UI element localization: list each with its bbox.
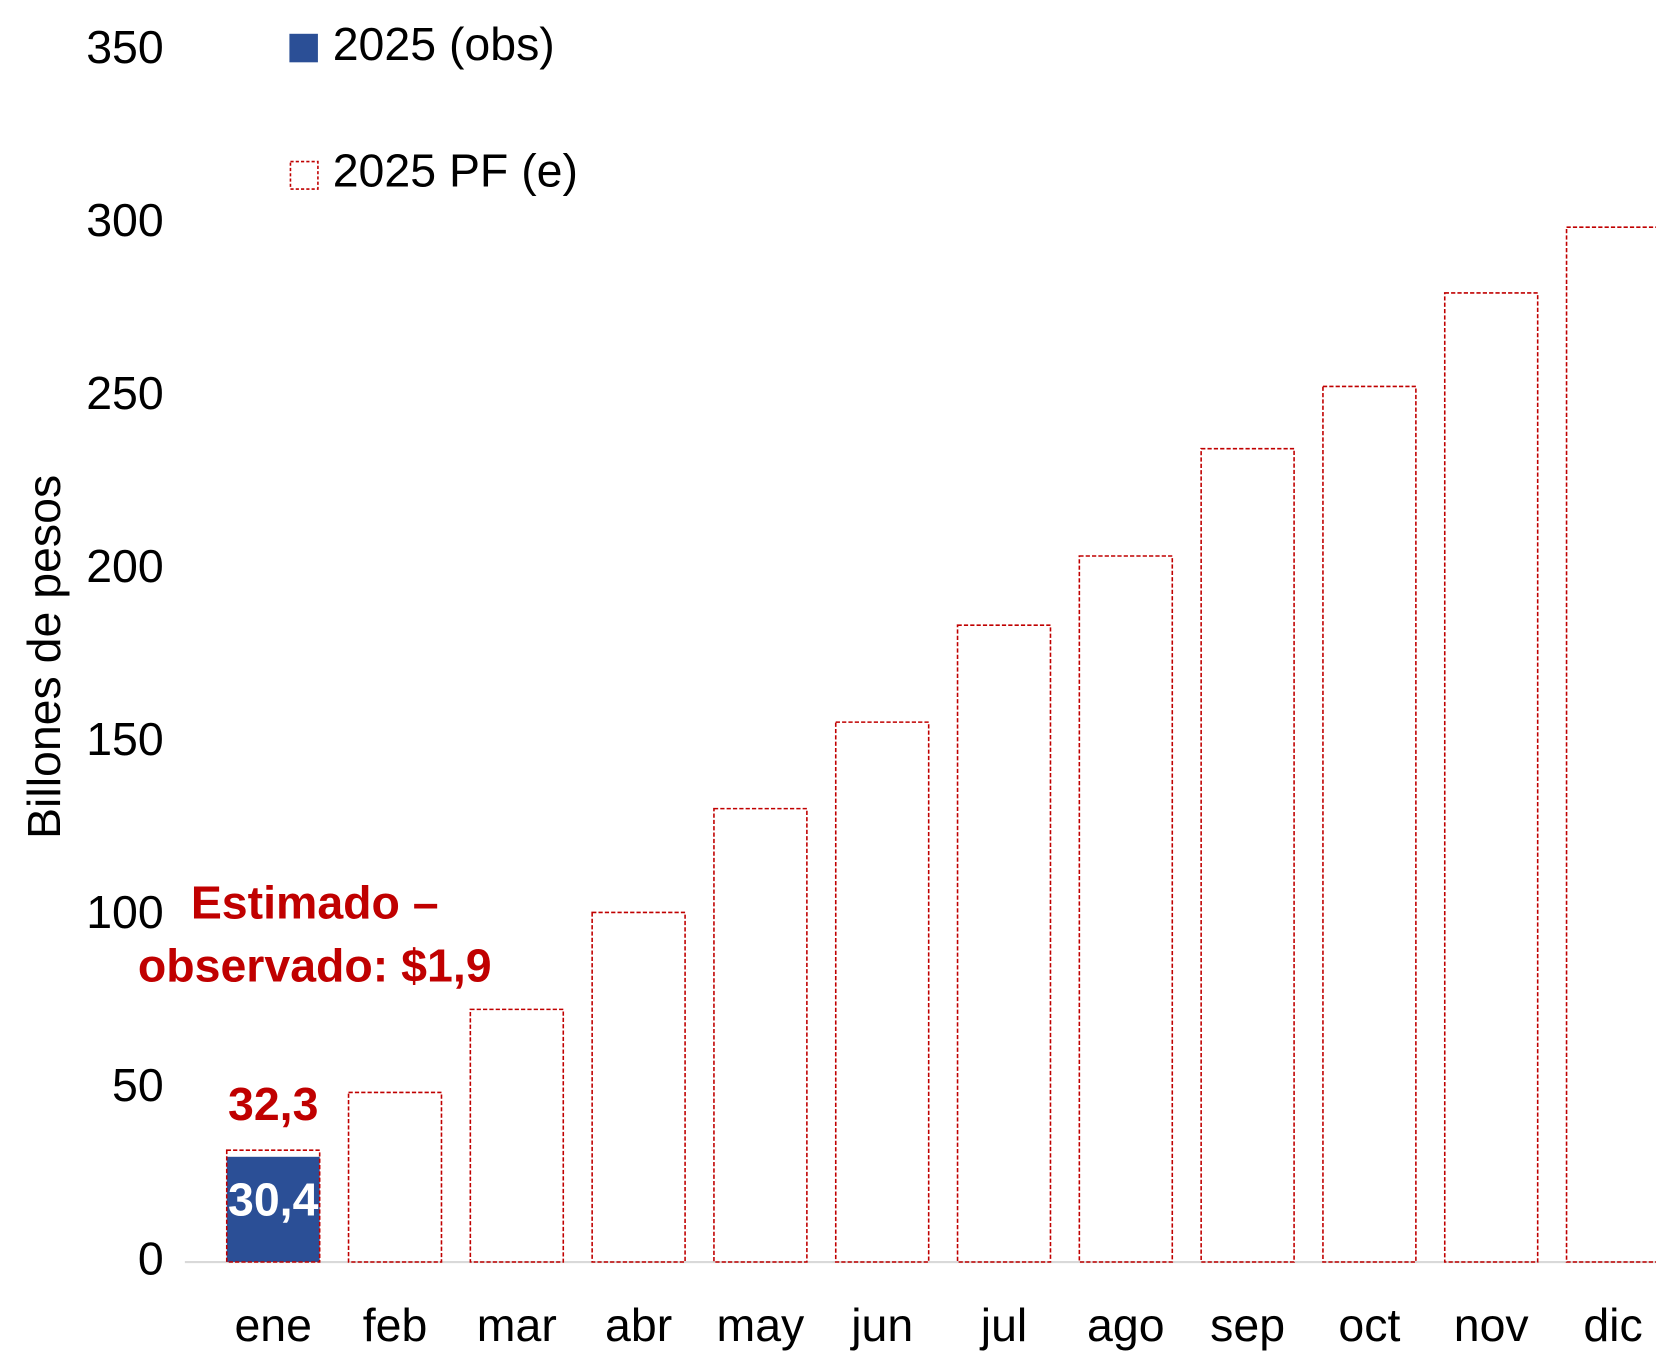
x-tick-label: may xyxy=(717,1299,806,1351)
y-tick-label: 200 xyxy=(86,540,164,592)
legend-swatch xyxy=(289,33,318,63)
bar xyxy=(1565,226,1656,1263)
bar xyxy=(713,807,808,1263)
bar xyxy=(956,624,1052,1263)
x-tick-label: feb xyxy=(363,1299,428,1351)
bar xyxy=(1078,555,1174,1263)
bar xyxy=(1200,447,1295,1263)
y-tick-label: 350 xyxy=(86,21,164,73)
x-tick-label: jul xyxy=(979,1299,1027,1351)
annotation: observado: $1,9 xyxy=(138,940,492,992)
x-tick-label: dic xyxy=(1583,1299,1642,1351)
bar xyxy=(834,721,930,1263)
bar xyxy=(1443,292,1539,1263)
x-tick-label: ago xyxy=(1087,1299,1165,1351)
bar xyxy=(347,1091,443,1263)
y-tick-label: 300 xyxy=(86,194,164,246)
bar xyxy=(226,1156,320,1263)
bar xyxy=(1322,385,1417,1263)
value-label: 30,4 xyxy=(228,1174,319,1226)
bar xyxy=(591,911,686,1263)
y-axis-title: Billones de pesos xyxy=(18,475,70,839)
annotation: Estimado – xyxy=(191,876,439,928)
y-tick-label: 100 xyxy=(86,886,164,938)
x-tick-label: nov xyxy=(1454,1299,1530,1351)
x-tick-label: abr xyxy=(605,1299,672,1351)
legend-swatch xyxy=(289,160,319,190)
x-tick-label: oct xyxy=(1338,1299,1400,1351)
legend-label: 2025 (obs) xyxy=(333,18,555,70)
y-tick-label: 250 xyxy=(86,367,164,419)
bar xyxy=(225,1149,321,1263)
legend-label: 2025 PF (e) xyxy=(333,145,578,197)
y-tick-label: 50 xyxy=(112,1059,164,1111)
x-tick-label: mar xyxy=(477,1299,557,1351)
y-tick-label: 150 xyxy=(86,713,164,765)
value-label: 32,3 xyxy=(228,1078,318,1130)
y-tick-label: 0 xyxy=(138,1232,164,1284)
x-tick-label: ene xyxy=(234,1299,312,1351)
x-tick-label: sep xyxy=(1210,1299,1285,1351)
bar xyxy=(469,1008,565,1263)
x-tick-label: jun xyxy=(849,1299,913,1351)
